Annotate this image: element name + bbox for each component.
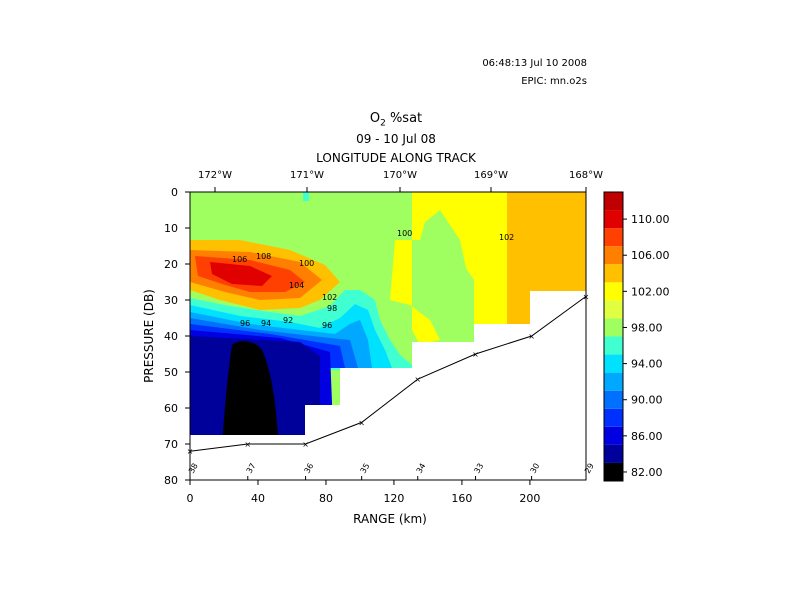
colorbar-swatch [604,282,623,301]
bottom-marker: × [414,375,421,384]
contour-label: 98 [327,304,337,313]
colorbar-swatch [604,462,623,481]
x-axis-label: RANGE (km) [353,512,427,526]
x-tick-label: 40 [251,492,265,505]
y-tick-label: 30 [164,294,178,307]
top-tick-label: 170°W [383,170,417,181]
colorbar-swatch [604,246,623,265]
contour-label: 92 [283,316,293,325]
colorbar-frame [603,191,624,482]
contour-label: 102 [499,233,514,242]
x-tick-label: 200 [519,492,540,505]
station-label: 33 [472,462,485,475]
field-100 [390,192,474,345]
epic-prefix: EPIC: [521,76,547,87]
colorbar-swatch [604,372,623,391]
colorbar-label: 86.00 [631,430,663,443]
timestamp-label: 06:48:13 Jul 10 2008 [482,58,587,69]
contour-label: 108 [256,252,271,261]
x-tick-label: 160 [451,492,472,505]
x-tick-label: 120 [383,492,404,505]
contour-label: 96 [322,321,332,330]
data-gap [340,368,412,480]
contour-label: 100 [397,229,412,238]
bottom-marker: × [528,332,535,341]
title-subscript: 2 [380,118,386,129]
contour-label: 94 [261,319,271,328]
y-axis: 0 10 20 30 40 50 60 70 80 [164,186,190,487]
station-label: 34 [415,462,428,475]
contour-label: 100 [299,259,314,268]
top-axis: 172°W 171°W 170°W 169°W 168°W [198,170,603,192]
y-axis-label: PRESSURE (DB) [142,289,156,383]
colorbar-swatch [604,408,623,427]
x-tick-label: 80 [319,492,333,505]
y-tick-label: 60 [164,402,178,415]
colorbar-label: 82.00 [631,466,663,479]
surface-spot [303,192,309,201]
bottom-marker: × [358,418,365,427]
colorbar-swatch [604,336,623,355]
y-tick-label: 0 [171,186,178,199]
bottom-marker: × [302,440,309,449]
epic-label: EPIC: mn.o2s [521,76,587,87]
colorbar-swatch [604,300,623,319]
bottom-marker: × [472,350,479,359]
colorbar-swatch [604,390,623,409]
top-tick-label: 172°W [198,170,232,181]
colorbar-label: 110.00 [631,213,670,226]
colorbar-swatch [604,354,623,373]
field-98-top [190,192,412,252]
colorbar-label: 94.00 [631,358,663,371]
seafloor-profile [189,295,587,452]
data-gap [530,291,586,480]
station-label: 30 [529,462,542,475]
x-axis: 0 40 80 120 160 200 [187,480,540,505]
top-tick-label: 171°W [290,170,324,181]
colorbar-swatch [604,426,623,445]
contour-fields [190,192,586,480]
colorbar-label: 106.00 [631,249,670,262]
y-tick-label: 10 [164,222,178,235]
colorbar-swatch [604,228,623,247]
field-110 [210,262,272,286]
station-label: 37 [245,462,258,475]
y-tick-label: 80 [164,474,178,487]
top-tick-label: 168°W [569,170,603,181]
y-tick-label: 40 [164,330,178,343]
y-tick-label: 70 [164,438,178,451]
colorbar-swatch [604,444,623,463]
data-gap [190,435,305,480]
contour-label: 96 [240,319,250,328]
colorbar-swatch [604,318,623,337]
top-axis-title: LONGITUDE ALONG TRACK [316,151,476,165]
chart-title: O2 %sat [0,111,792,129]
chart-subtitle: 09 - 10 Jul 08 [356,132,436,146]
top-tick-label: 169°W [474,170,508,181]
data-gap [412,342,474,480]
contour-labels: 100 102 100 104 102 98 96 94 92 96 106 108 [232,229,514,330]
colorbar: 82.00 86.00 90.00 94.00 98.00 102.00 106.00 110… [603,191,670,482]
data-gap [474,324,530,480]
contour-label: 104 [289,281,304,290]
x-tick-label: 0 [187,492,194,505]
colorbar-swatch [604,192,623,211]
title-rest: %sat [385,111,423,126]
colorbar-label: 90.00 [631,394,663,407]
epic-file: mn.o2s [550,76,587,87]
colorbar-swatch [604,264,623,283]
colorbar-label: 102.00 [631,285,670,298]
colorbar-label: 98.00 [631,321,663,334]
contour-label: 102 [322,293,337,302]
y-tick-label: 50 [164,366,178,379]
title-main: O [369,111,381,126]
station-label: 36 [303,462,316,475]
station-label: 35 [359,462,372,475]
colorbar-swatch [604,210,623,229]
contour-label: 106 [232,255,247,264]
bottom-marker: × [244,440,251,449]
y-tick-label: 20 [164,258,178,271]
